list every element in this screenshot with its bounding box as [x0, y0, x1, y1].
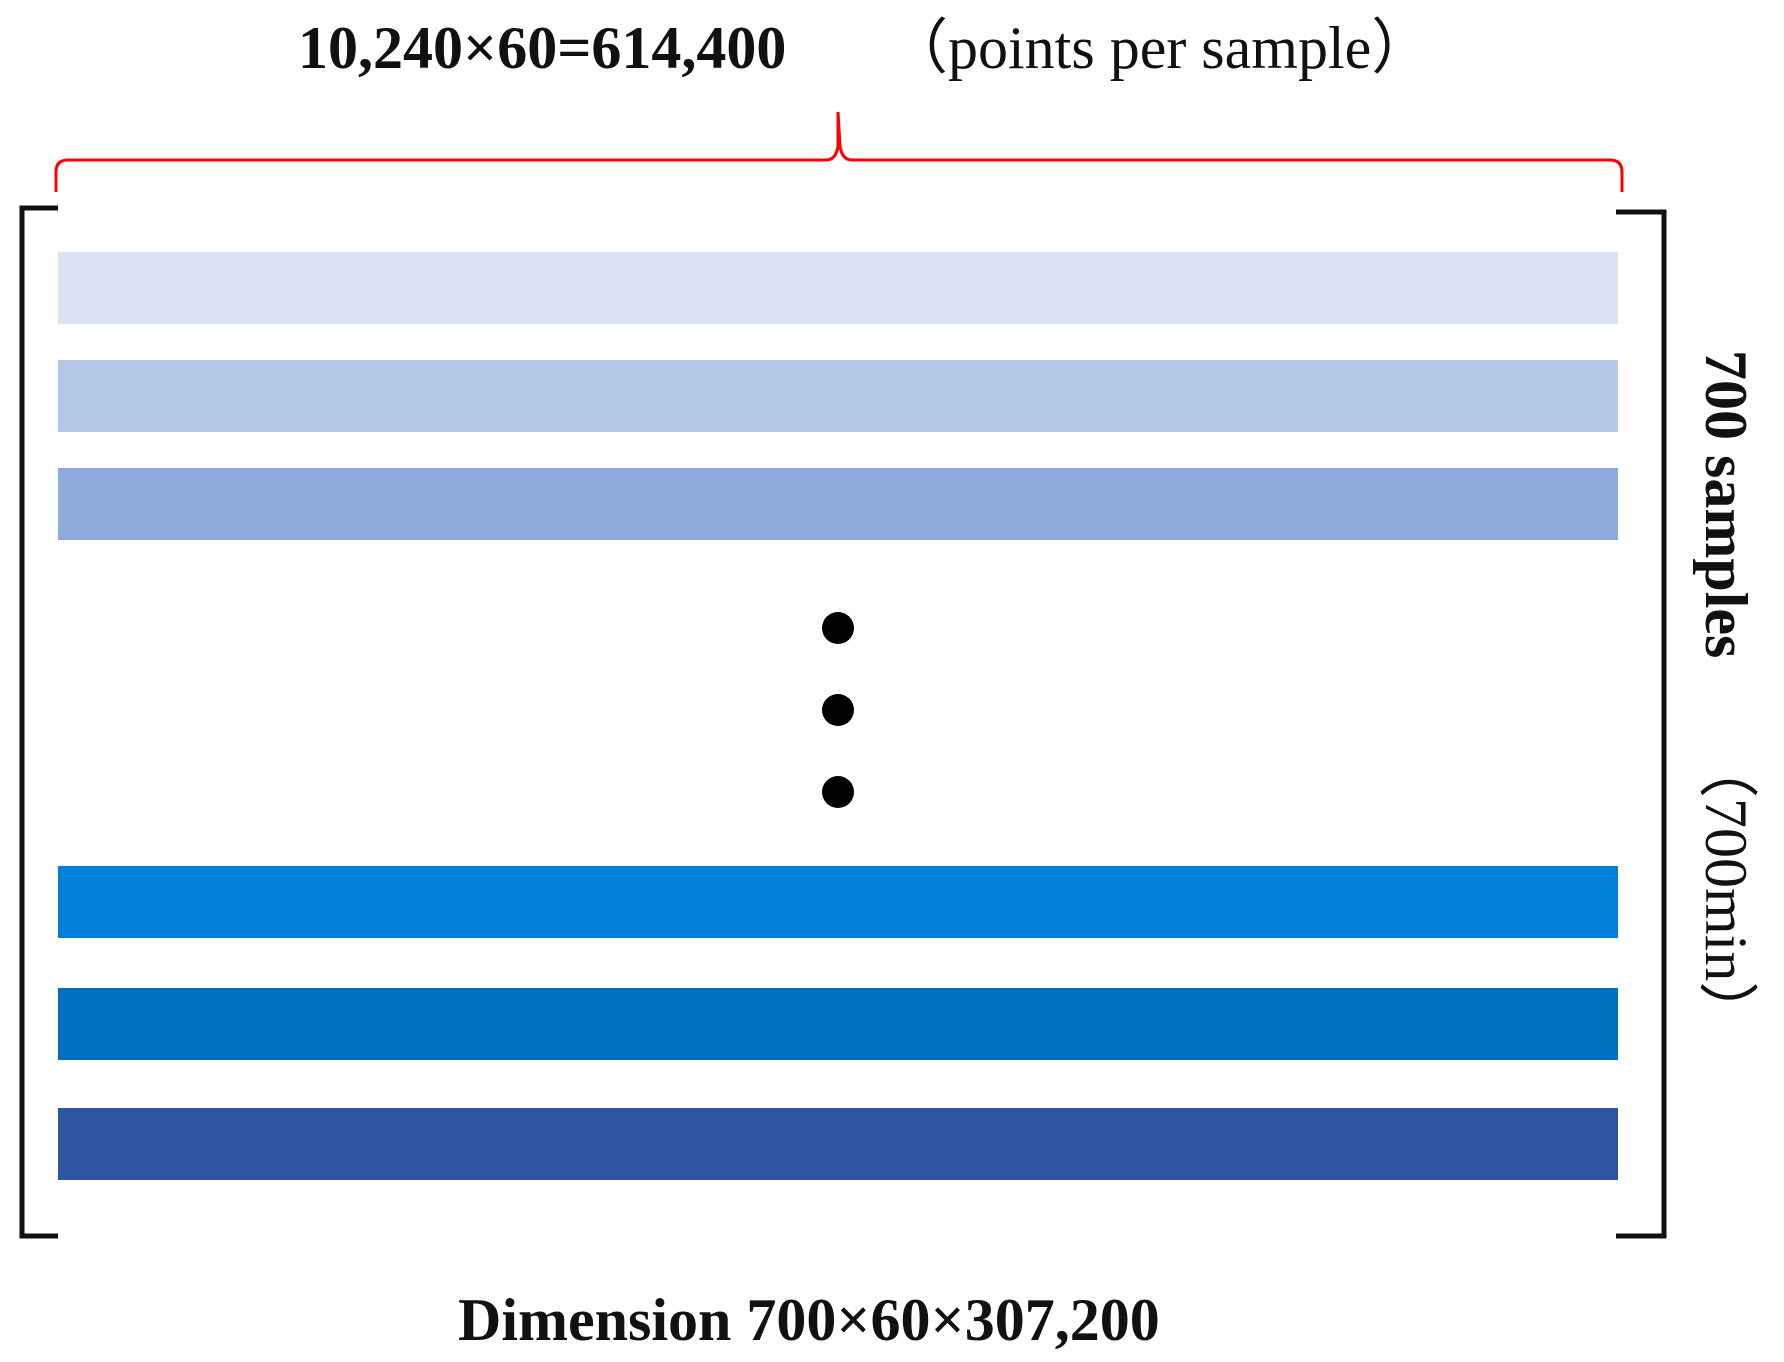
width-brace	[54, 111, 1624, 192]
sample-row-2	[58, 360, 1618, 432]
sample-count-label: 700 samples	[1693, 350, 1759, 658]
ellipsis-dot	[822, 612, 854, 644]
sample-row-700	[58, 1108, 1618, 1180]
left-bracket	[19, 205, 58, 1239]
dimension-label: Dimension 700×60×307,200	[458, 1287, 1160, 1353]
sample-row-1	[58, 252, 1618, 324]
ellipsis-dot	[822, 776, 854, 808]
vertical-ellipsis	[822, 612, 854, 808]
sample-row-699	[58, 988, 1618, 1060]
points-per-sample-note: （points per sample）	[888, 15, 1431, 81]
ellipsis-dot	[822, 694, 854, 726]
sample-row-698	[58, 866, 1618, 938]
points-per-sample-formula: 10,240×60=614,400	[298, 15, 786, 81]
sample-row-3	[58, 468, 1618, 540]
right-bracket	[1616, 209, 1667, 1239]
sample-duration-label: （700min）	[1693, 738, 1759, 1041]
